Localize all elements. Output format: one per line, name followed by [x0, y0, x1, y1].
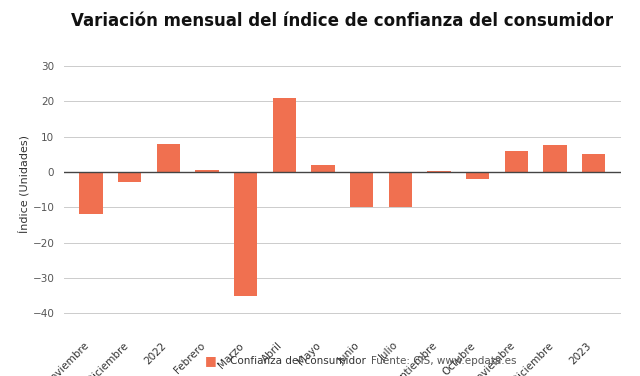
Text: ■: ■ — [205, 355, 217, 367]
Bar — [312, 165, 335, 172]
Bar — [350, 172, 373, 207]
Bar — [505, 151, 528, 172]
Title: Variación mensual del índice de confianza del consumidor: Variación mensual del índice de confianz… — [71, 12, 614, 30]
Bar — [582, 154, 605, 172]
Bar — [157, 144, 180, 172]
Bar — [79, 172, 102, 214]
Bar — [466, 172, 490, 179]
Text: Fuente: CIS, www.epdata.es: Fuente: CIS, www.epdata.es — [371, 356, 516, 366]
Bar — [428, 171, 451, 172]
Bar — [234, 172, 257, 296]
Bar — [273, 98, 296, 172]
Y-axis label: Índice (Unidades): Índice (Unidades) — [18, 135, 29, 233]
Bar — [543, 146, 566, 172]
Bar — [389, 172, 412, 207]
Bar — [195, 170, 219, 172]
Text: Confianza del consumidor: Confianza del consumidor — [230, 356, 366, 366]
Bar — [118, 172, 141, 182]
